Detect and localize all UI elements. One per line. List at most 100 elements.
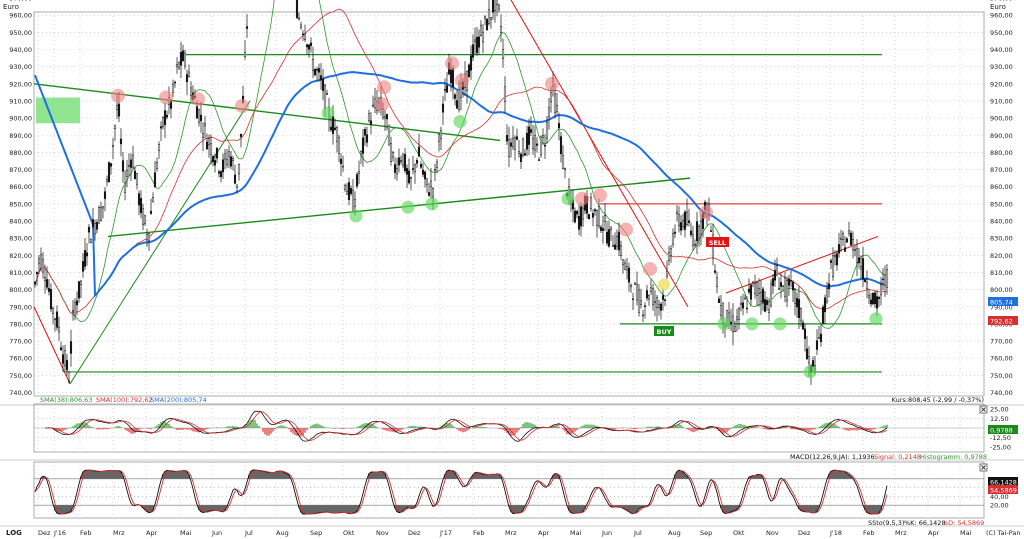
candle-body bbox=[405, 168, 409, 175]
y-tick-right: 790,00 bbox=[990, 303, 1013, 311]
y-tick-right: 810,00 bbox=[990, 269, 1013, 277]
candle-body bbox=[771, 278, 775, 287]
candle-body bbox=[321, 78, 325, 91]
candle-body bbox=[695, 221, 699, 241]
candle-body bbox=[331, 115, 335, 134]
sto-badge-k: 66,1428 bbox=[988, 477, 1018, 487]
macd-tick: 12,50 bbox=[990, 415, 1009, 423]
candle-body bbox=[481, 31, 485, 43]
macd-line bbox=[45, 410, 888, 442]
neutral-signal-dot bbox=[658, 278, 670, 291]
x-tick: Apr bbox=[538, 529, 550, 537]
candle-body bbox=[883, 274, 887, 286]
macd-close-icon[interactable] bbox=[979, 405, 988, 414]
candle-body bbox=[35, 272, 39, 275]
candle-body bbox=[181, 50, 185, 61]
candle-body bbox=[751, 281, 755, 284]
candle-body bbox=[483, 15, 487, 19]
candle-body bbox=[859, 266, 863, 270]
candle-body bbox=[339, 158, 343, 164]
candle-body bbox=[203, 123, 207, 127]
candle-body bbox=[563, 167, 567, 170]
svg-text:66,1428: 66,1428 bbox=[990, 479, 1017, 487]
candle-body bbox=[519, 153, 523, 163]
candle-body bbox=[673, 231, 677, 234]
y-tick-left: 820,00 bbox=[9, 252, 32, 260]
candle-body bbox=[211, 156, 215, 163]
candle-body bbox=[641, 314, 645, 317]
candle-body bbox=[557, 123, 561, 128]
candle-body bbox=[187, 71, 191, 78]
y-tick-left: 940,00 bbox=[9, 46, 32, 54]
sma100-line bbox=[34, 8, 888, 314]
candle-body bbox=[775, 265, 779, 276]
candle-body bbox=[807, 356, 811, 364]
candle-body bbox=[535, 143, 539, 146]
candle-body bbox=[199, 114, 203, 122]
candle-body bbox=[499, 26, 503, 33]
candle-body bbox=[821, 306, 825, 324]
candle-body bbox=[709, 230, 713, 232]
candle-body bbox=[347, 182, 351, 200]
candle-body bbox=[115, 105, 119, 110]
candle-body bbox=[113, 125, 117, 129]
y-tick-right: 860,00 bbox=[990, 183, 1013, 191]
buy-signal-dot bbox=[717, 317, 731, 331]
panel-frames bbox=[0, 11, 1024, 527]
candle-body bbox=[873, 292, 877, 305]
sto-legend-d: %D: 54,5869 bbox=[942, 519, 984, 527]
resist-line-1 bbox=[33, 306, 71, 385]
candle-body bbox=[493, 0, 497, 11]
candle-body bbox=[141, 208, 145, 225]
trend-line-rise bbox=[69, 100, 251, 385]
candle-body bbox=[679, 222, 683, 231]
x-tick: J'18 bbox=[829, 529, 842, 537]
candle-body bbox=[839, 237, 843, 240]
candle-body bbox=[59, 347, 63, 351]
candle-body bbox=[299, 24, 303, 28]
candle-body bbox=[317, 68, 321, 73]
macd-badge: 0,9788 bbox=[988, 425, 1018, 435]
candle-body bbox=[753, 283, 757, 294]
candle-body bbox=[221, 159, 225, 173]
candle-body bbox=[67, 380, 71, 383]
x-tick: Nov bbox=[766, 529, 779, 537]
candle-body bbox=[449, 68, 453, 84]
candle-body bbox=[365, 134, 369, 143]
candle-body bbox=[475, 36, 479, 54]
candle-body bbox=[479, 24, 483, 36]
candle-body bbox=[245, 26, 249, 29]
candle-body bbox=[619, 245, 623, 256]
candle-body bbox=[349, 188, 353, 194]
candle-body bbox=[617, 231, 621, 251]
candle-body bbox=[473, 39, 477, 42]
sell-signal-dot bbox=[191, 92, 205, 107]
candle-body bbox=[173, 81, 177, 84]
candle-body bbox=[227, 151, 231, 157]
candle-body bbox=[65, 360, 69, 371]
macd-legend-hist: Histogramm: 0,9788 bbox=[920, 453, 987, 461]
candle-body bbox=[507, 139, 511, 158]
sto-tick: 20,00 bbox=[990, 502, 1009, 510]
candle-body bbox=[495, 0, 499, 5]
candle-body bbox=[829, 260, 833, 263]
price-candles bbox=[33, 0, 889, 385]
candle-body bbox=[97, 207, 101, 224]
candle-body bbox=[427, 192, 431, 196]
candle-body bbox=[135, 173, 139, 185]
y-tick-right: 910,00 bbox=[990, 97, 1013, 105]
candle-body bbox=[301, 33, 305, 35]
sell-marker: SELL bbox=[706, 237, 729, 247]
badge-sma100: 792,62 bbox=[988, 316, 1018, 326]
candle-body bbox=[611, 245, 615, 247]
y-tick-left: 750,00 bbox=[9, 372, 32, 380]
signal-markers bbox=[111, 56, 883, 379]
candle-body bbox=[687, 220, 691, 223]
sto-close-icon[interactable] bbox=[979, 463, 988, 472]
candle-body bbox=[803, 328, 807, 339]
x-tick: Sep bbox=[310, 529, 322, 537]
candle-body bbox=[489, 17, 493, 20]
sto-legend-main: SSto(9,5,3) bbox=[868, 519, 904, 527]
candle-body bbox=[755, 282, 759, 296]
sell-signal-dot bbox=[619, 222, 633, 237]
